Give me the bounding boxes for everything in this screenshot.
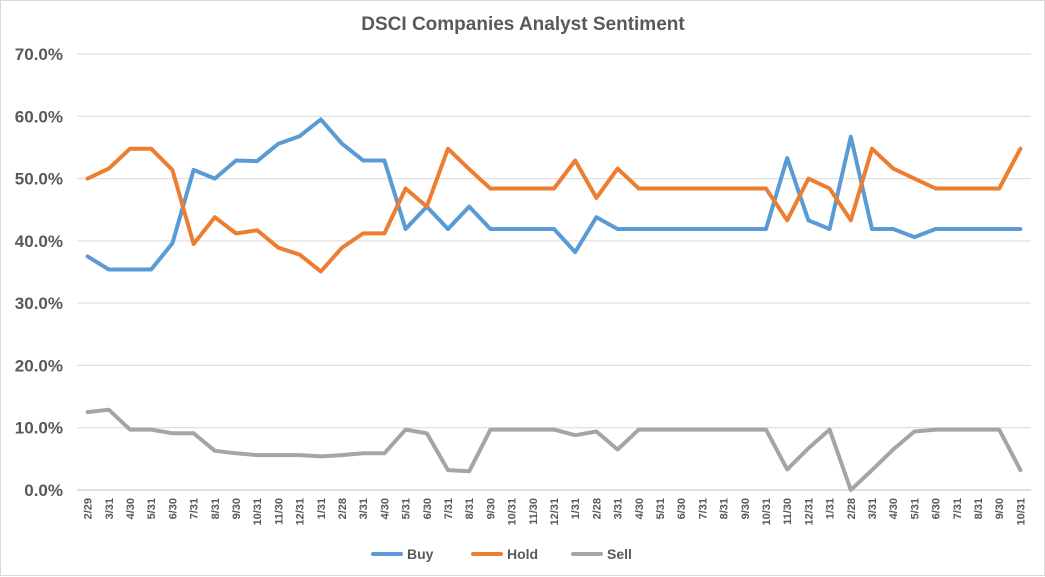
legend-label-buy: Buy <box>407 546 434 562</box>
x-tick-label: 12/31 <box>803 498 815 526</box>
legend-label-hold: Hold <box>507 546 538 562</box>
x-tick-label: 2/28 <box>337 498 349 519</box>
x-tick-label: 4/30 <box>379 498 391 519</box>
x-tick-label: 5/31 <box>401 498 413 519</box>
x-axis-ticks: 2/29 3/31 4/30 5/31 6/30 7/31 8/31 9/30 10/31 11/… <box>83 498 1028 526</box>
x-tick-label: 12/31 <box>549 498 561 526</box>
x-tick-label: 8/31 <box>210 498 222 519</box>
x-tick-label: 1/31 <box>570 498 582 519</box>
y-tick-label: 60.0% <box>15 107 63 126</box>
x-tick-label: 9/30 <box>231 498 243 519</box>
x-tick-label: 7/31 <box>697 498 709 519</box>
y-axis-ticks: 0.0% 10.0% 20.0% 30.0% 40.0% 50.0% 60.0% 70.0% <box>15 45 63 500</box>
x-tick-label: 12/31 <box>295 498 307 526</box>
x-tick-label: 6/30 <box>676 498 688 519</box>
y-tick-label: 10.0% <box>15 419 63 438</box>
legend-label-sell: Sell <box>607 546 632 562</box>
x-tick-label: 4/30 <box>888 498 900 519</box>
y-tick-label: 50.0% <box>15 170 63 189</box>
x-tick-label: 5/31 <box>146 498 158 519</box>
x-tick-label: 7/31 <box>952 498 964 519</box>
x-tick-label: 3/31 <box>104 498 116 519</box>
x-tick-label: 11/30 <box>528 498 540 525</box>
chart-title: DSCI Companies Analyst Sentiment <box>361 14 685 35</box>
gridlines <box>77 53 1031 491</box>
x-tick-label: 9/30 <box>740 498 752 519</box>
x-tick-label: 5/31 <box>909 498 921 519</box>
x-tick-label: 10/31 <box>761 498 773 526</box>
x-tick-label: 10/31 <box>252 498 264 526</box>
x-tick-label: 6/30 <box>931 498 943 519</box>
y-tick-label: 70.0% <box>15 45 63 64</box>
x-tick-label: 8/31 <box>719 498 731 519</box>
series-lines <box>85 117 1023 492</box>
x-tick-label: 7/31 <box>189 498 201 519</box>
y-tick-label: 40.0% <box>15 232 63 251</box>
x-tick-label: 1/31 <box>825 498 837 519</box>
x-tick-label: 8/31 <box>973 498 985 519</box>
legend: Buy Hold Sell <box>371 546 632 562</box>
x-tick-label: 3/31 <box>358 498 370 519</box>
y-tick-label: 30.0% <box>15 294 63 313</box>
x-tick-label: 11/30 <box>782 498 794 525</box>
x-tick-label: 8/31 <box>464 498 476 519</box>
x-tick-label: 2/28 <box>591 498 603 519</box>
x-tick-label: 7/31 <box>443 498 455 519</box>
x-tick-label: 2/29 <box>83 498 95 519</box>
x-tick-label: 5/31 <box>655 498 667 519</box>
x-tick-label: 10/31 <box>507 498 519 526</box>
series-line-sell <box>85 407 1023 492</box>
x-tick-label: 6/30 <box>167 498 179 519</box>
x-tick-label: 9/30 <box>485 498 497 519</box>
x-tick-label: 4/30 <box>634 498 646 519</box>
y-tick-label: 0.0% <box>24 481 63 500</box>
series-line-buy <box>85 117 1023 272</box>
x-tick-label: 3/31 <box>867 498 879 519</box>
x-tick-label: 9/30 <box>994 498 1006 519</box>
x-tick-label: 11/30 <box>273 498 285 525</box>
x-tick-label: 2/28 <box>846 498 858 519</box>
x-tick-label: 4/30 <box>125 498 137 519</box>
x-tick-label: 3/31 <box>613 498 625 519</box>
x-tick-label: 1/31 <box>316 498 328 519</box>
x-tick-label: 6/30 <box>422 498 434 519</box>
y-tick-label: 20.0% <box>15 356 63 375</box>
series-line-hold <box>85 146 1023 274</box>
x-tick-label: 10/31 <box>1015 498 1027 526</box>
